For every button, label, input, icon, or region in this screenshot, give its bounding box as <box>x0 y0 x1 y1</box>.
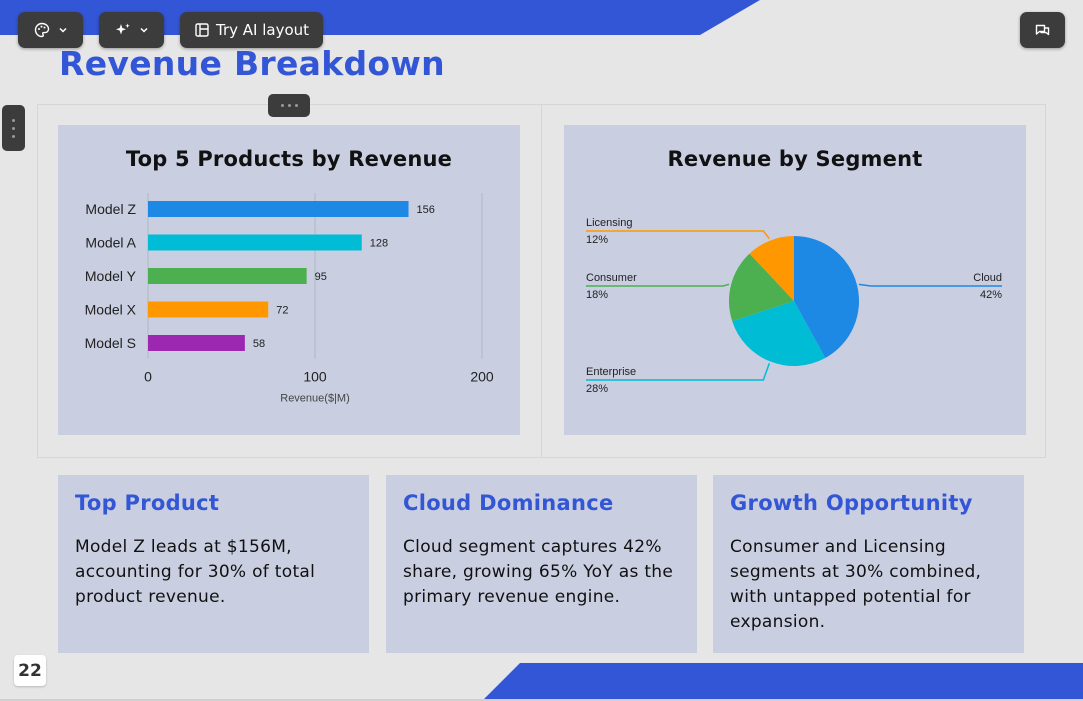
try-ai-layout-label: Try AI layout <box>215 21 310 39</box>
pie-chart-card: Revenue by Segment Cloud 42% Enterprise 28%… <box>564 125 1026 435</box>
data-label: 95 <box>315 271 327 283</box>
category-label: Model Y <box>85 268 137 284</box>
footer-divider <box>0 699 1083 701</box>
bar <box>148 234 362 251</box>
bar-chart: 0 100 200 Model Z 156 Model A 128 Model Y 95 Mode… <box>85 193 494 405</box>
bar <box>148 201 409 217</box>
pie-slice <box>732 301 826 366</box>
chevron-down-icon <box>139 25 149 35</box>
category-label: Model S <box>85 335 136 351</box>
slice-label: Cloud <box>973 272 1002 284</box>
category-label: Model Z <box>85 201 136 217</box>
palette-icon <box>34 22 50 38</box>
comment-icon <box>1034 22 1051 39</box>
slice-percent: 18% <box>586 289 608 301</box>
theme-dropdown-button[interactable] <box>18 12 83 48</box>
insight-title: Top Product <box>75 491 220 515</box>
insight-body: Cloud segment captures 42% share, growin… <box>403 537 674 607</box>
insight-title: Cloud Dominance <box>403 491 614 515</box>
data-label: 72 <box>276 305 288 317</box>
bar <box>148 268 307 284</box>
data-label: 156 <box>417 204 435 216</box>
bar <box>148 301 269 318</box>
insight-card-cloud-dominance: Cloud Dominance Cloud segment captures 4… <box>386 475 697 653</box>
data-label: 58 <box>253 338 265 350</box>
x-tick-label: 0 <box>144 369 152 385</box>
try-ai-layout-button[interactable]: Try AI layout <box>180 12 323 48</box>
chevron-down-icon <box>58 25 68 35</box>
leader-line <box>586 230 770 240</box>
comments-button[interactable] <box>1020 12 1065 48</box>
charts-divider <box>541 105 542 457</box>
category-label: Model X <box>85 302 137 318</box>
layout-icon <box>194 22 210 38</box>
pie-slice <box>749 236 794 301</box>
pie-slice <box>794 236 859 358</box>
leader-line <box>586 363 771 381</box>
footer-accent-band <box>483 663 1083 700</box>
insight-card-growth-opportunity: Growth Opportunity Consumer and Licensin… <box>713 475 1024 653</box>
pie-chart: Cloud 42% Enterprise 28% Consumer 18% Licensin… <box>586 217 1002 395</box>
insight-card-top-product: Top Product Model Z leads at $156M, acco… <box>58 475 369 653</box>
leader-line <box>858 283 1002 287</box>
page-number: 22 <box>14 655 46 686</box>
slice-label: Consumer <box>586 272 637 284</box>
drag-handle-vertical[interactable] <box>2 105 25 151</box>
slice-label: Licensing <box>586 217 632 229</box>
bar-chart-title: Top 5 Products by Revenue <box>125 147 453 171</box>
ai-dropdown-button[interactable] <box>99 12 164 48</box>
insight-body: Consumer and Licensing segments at 30% c… <box>730 537 982 632</box>
pie-chart-title: Revenue by Segment <box>667 147 923 171</box>
x-tick-label: 200 <box>470 369 494 385</box>
data-label: 128 <box>370 238 388 250</box>
leader-line <box>586 283 730 287</box>
slice-percent: 42% <box>980 289 1002 301</box>
bar <box>148 335 245 351</box>
x-tick-label: 100 <box>303 369 327 385</box>
slice-label: Enterprise <box>586 366 636 378</box>
x-axis-label: Revenue($|M) <box>280 393 350 405</box>
pie-slice <box>729 253 794 322</box>
insight-title: Growth Opportunity <box>730 491 973 515</box>
bar-chart-card: Top 5 Products by Revenue 0 100 200 Model Z… <box>58 125 520 435</box>
slice-percent: 12% <box>586 234 608 246</box>
insight-body: Model Z leads at $156M, accounting for 3… <box>75 537 316 607</box>
drag-handle-horizontal[interactable] <box>268 94 310 117</box>
category-label: Model A <box>85 235 136 251</box>
slice-percent: 28% <box>586 383 608 395</box>
charts-container <box>37 104 1046 458</box>
sparkles-icon <box>115 22 131 38</box>
page-title: Revenue Breakdown <box>59 44 445 83</box>
